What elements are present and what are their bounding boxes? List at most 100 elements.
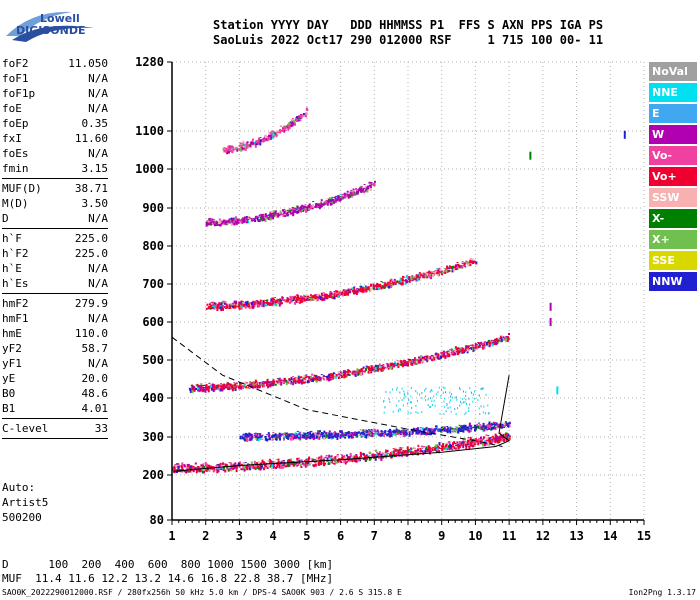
echo-point [401, 399, 403, 401]
echo-point [461, 347, 464, 350]
echo-point [256, 143, 259, 146]
echo-point [355, 432, 358, 435]
echo-point [436, 272, 439, 276]
echo-point [349, 452, 352, 456]
echo-point [196, 383, 199, 386]
echo-point [244, 381, 247, 384]
echo-point [345, 195, 348, 198]
echo-point [393, 281, 395, 282]
echo-point [274, 303, 277, 305]
echo-point [353, 194, 356, 196]
echo-point [346, 374, 349, 376]
echo-point [494, 433, 497, 437]
echo-point [454, 408, 456, 410]
echo-point [173, 467, 176, 470]
echo-point [408, 431, 411, 434]
echo-point [340, 375, 343, 379]
echo-point [284, 209, 287, 211]
echo-point [269, 136, 272, 140]
echo-point [305, 434, 308, 436]
echo-point [259, 142, 262, 146]
echo-point [202, 463, 205, 465]
echo-point [254, 381, 257, 383]
echo-traces [172, 107, 626, 474]
echo-point [228, 462, 231, 464]
echo-point [454, 429, 457, 433]
echo-point [274, 383, 277, 386]
echo-point [337, 195, 340, 197]
echo-point [433, 428, 436, 432]
echo-point [266, 299, 269, 302]
echo-point [271, 460, 274, 462]
echo-point [263, 467, 265, 471]
echo-point [287, 436, 290, 440]
echo-point [415, 360, 418, 364]
echo-point [368, 181, 371, 184]
echo-point [205, 386, 208, 389]
echo-point [461, 441, 464, 444]
echo-point [287, 459, 289, 463]
echo-point [395, 363, 397, 367]
echo-point [309, 297, 312, 301]
echo-point [244, 301, 247, 304]
echo-point [260, 216, 263, 218]
echo-point [380, 286, 383, 290]
echo-point [220, 468, 223, 470]
echo-point [276, 462, 279, 466]
echo-point [263, 138, 266, 142]
echo-point [427, 432, 429, 435]
echo-point [460, 400, 461, 403]
echo-point [435, 273, 438, 274]
echo-point [319, 430, 321, 433]
echo-point [449, 401, 451, 404]
echo-point [443, 400, 445, 403]
echo-point [280, 214, 282, 216]
echo-point [289, 208, 292, 210]
echo-point [284, 212, 287, 214]
echo-point [323, 437, 326, 441]
echo-point [466, 350, 469, 354]
echo-point [260, 435, 263, 438]
echo-point [293, 436, 296, 439]
echo-point [184, 469, 187, 473]
echo-point [456, 443, 459, 445]
echo-point [490, 427, 493, 431]
echo-point [400, 361, 403, 363]
echo-point [383, 433, 385, 437]
param-label: foE [2, 102, 22, 115]
echo-point [446, 267, 449, 269]
echo-point [449, 399, 451, 402]
echo-point [437, 429, 440, 431]
echo-point [251, 302, 253, 306]
echo-point [470, 440, 473, 443]
echo-point [370, 371, 373, 374]
echo-point [360, 188, 362, 192]
echo-point [350, 194, 353, 198]
echo-point [308, 203, 311, 206]
echo-point [430, 388, 432, 391]
echo-point [195, 384, 198, 387]
echo-point [475, 427, 478, 431]
echo-point [246, 143, 248, 147]
echo-point [305, 375, 308, 377]
echo-point [401, 454, 403, 458]
echo-point [443, 351, 446, 355]
echo-point [236, 384, 239, 386]
echo-point [299, 431, 302, 433]
echo-point [364, 455, 367, 459]
echo-point [483, 429, 486, 432]
echo-point [464, 413, 466, 416]
echo-point [472, 427, 475, 429]
echo-point [259, 219, 262, 221]
echo-point [459, 388, 461, 391]
echo-point [200, 384, 203, 388]
echo-point [279, 435, 282, 437]
echo-point [384, 366, 387, 368]
echo-point [469, 403, 471, 406]
echo-point [276, 435, 279, 437]
echo-point [425, 276, 428, 279]
echo-point [302, 207, 305, 210]
echo-point [339, 371, 342, 375]
echo-point [489, 440, 491, 443]
echo-point [235, 466, 238, 469]
